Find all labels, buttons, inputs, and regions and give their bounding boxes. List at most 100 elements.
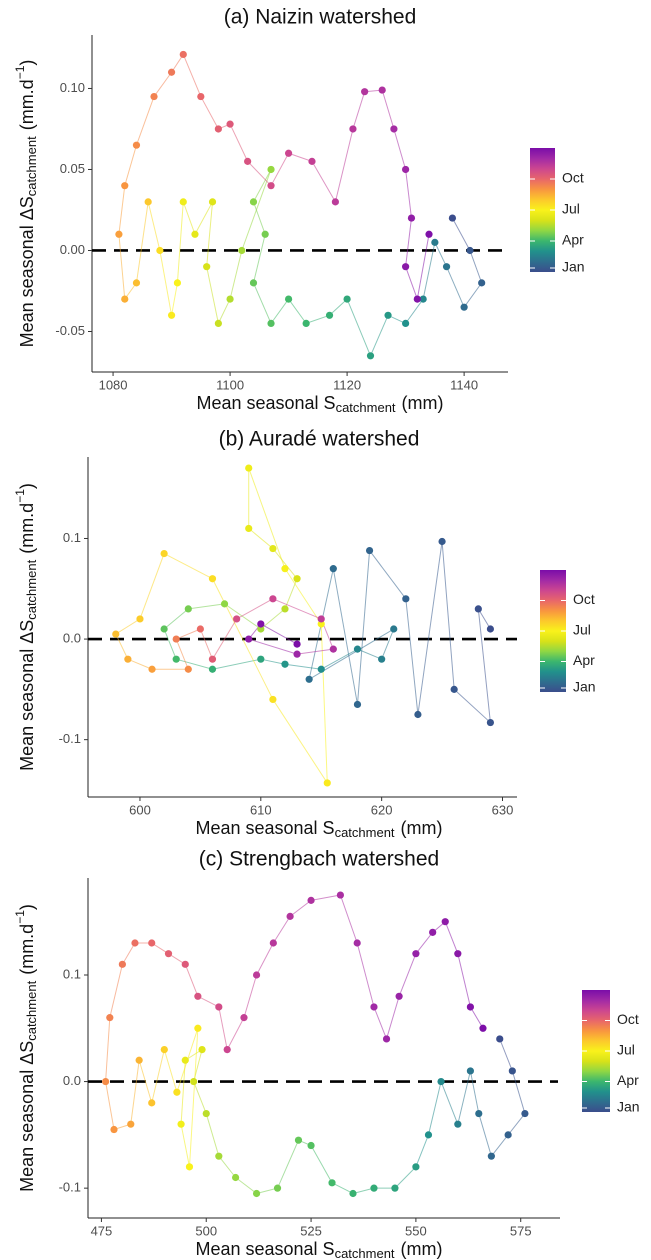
data-point [349,1189,357,1198]
y-label-sub: catchment [24,980,39,1040]
trajectory-segment [334,128,354,202]
trajectory-segment [386,996,400,1040]
trajectory-segment [369,550,407,600]
trajectory-segment [199,628,213,660]
data-point [496,1035,504,1043]
data-point [132,279,141,287]
data-point [267,319,275,327]
trajectory-segment [138,1060,153,1104]
y-label-end: ) [17,904,37,910]
data-point [245,464,253,472]
trajectory-segment [457,1070,471,1125]
data-point [390,625,398,633]
trajectory-segment [463,282,483,308]
data-point [208,665,217,673]
data-point [325,311,334,319]
trajectory-segment [235,1177,257,1194]
data-point [220,600,229,608]
trajectory-segment [477,608,491,723]
trajectory-segment [440,1081,459,1125]
x-tick-label: 610 [250,802,272,817]
data-point [475,1109,483,1118]
data-point [115,230,123,238]
data-point [269,595,277,603]
trajectory-segment [296,648,334,655]
trajectory-segment [256,942,274,976]
x-label-text: Mean seasonal S [195,818,334,838]
trajectory-segment [212,618,238,660]
data-point [172,655,180,663]
y-label-unit: (mm.d [17,79,37,130]
trajectory-segment [270,298,289,324]
trajectory-segment [393,128,407,170]
trajectory-segment [115,618,141,635]
data-point [208,198,217,206]
trajectory-segment [427,1081,442,1135]
data-point [521,1109,529,1118]
trajectory-segment [310,1145,333,1184]
data-point [127,1120,135,1128]
data-point [197,92,205,101]
data-point [118,960,126,968]
data-point [238,246,246,255]
trajectory-segment [507,1113,526,1136]
data-point [353,700,362,709]
data-point [184,605,192,613]
x-label-sub: catchment [336,400,396,415]
data-point [286,912,294,920]
trajectory-segment [180,1060,186,1125]
data-point [441,918,449,926]
data-point [460,303,468,311]
data-point [167,68,176,76]
data-point [148,665,156,673]
data-point [249,198,258,206]
trajectory-segment [236,598,274,620]
trajectory-segment [352,91,366,130]
trajectory-segment [226,1017,245,1050]
data-point [349,125,357,133]
trajectory-segment [288,298,307,324]
data-point [378,655,386,663]
data-point [284,295,293,303]
y-label-sub: catchment [24,136,39,196]
data-point [370,1003,378,1011]
trajectory-segment [193,1081,207,1114]
data-point [402,165,410,174]
y-tick-label: -0.05 [55,323,85,338]
y-label-sub: catchment [24,559,39,619]
data-point [160,1045,168,1054]
x-tick-label: 475 [91,1223,113,1238]
data-point [191,230,199,238]
data-point [110,1125,118,1134]
data-point [328,1179,336,1187]
data-point [148,939,156,947]
data-point [474,605,482,613]
data-point [448,214,457,222]
data-point [442,263,451,271]
panel: (c) Strengbach watershed 475 500 525 550 575 -… [13,848,639,1260]
data-point [431,238,439,246]
panel-title: (c) Strengbach watershed [199,848,439,871]
x-tick-label: 630 [492,802,514,817]
data-point [179,50,187,59]
colorbar-label: Jul [573,622,591,638]
data-point [181,960,189,968]
data-point [214,125,222,133]
trajectory-segment [139,553,165,620]
data-point [208,655,217,663]
trajectory-segment [339,894,358,944]
trajectory-segment [272,548,298,580]
trajectory-segment [124,145,137,186]
y-label-sup: −1 [13,489,27,503]
trajectory-segment [253,282,272,324]
data-point [323,779,331,787]
data-point [402,319,410,327]
x-label-text: Mean seasonal S [195,1239,334,1259]
trajectory-segment [381,89,395,130]
data-point [150,92,158,101]
data-point [173,1088,181,1096]
trajectory-segment [405,298,424,324]
y-axis-label: Mean seasonal ΔScatchment (mm.d−1) [13,60,39,348]
trajectory-segment [218,1155,236,1178]
x-tick-label: 1140 [450,377,478,392]
